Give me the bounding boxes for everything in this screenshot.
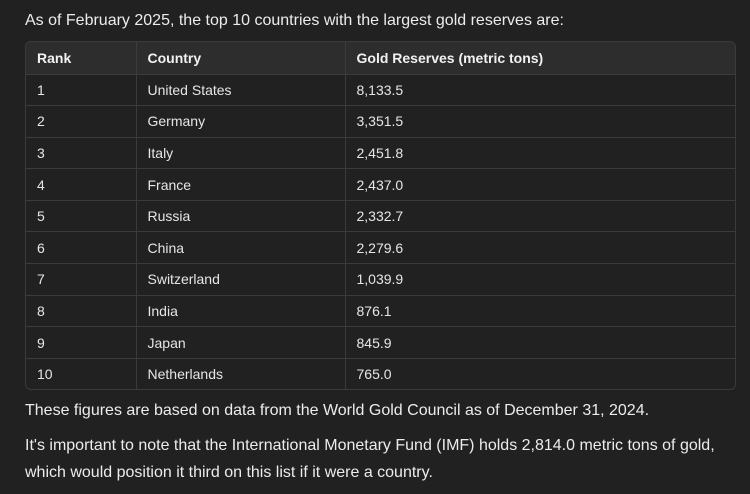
rank-cell: 6 xyxy=(26,231,136,264)
reserves-cell: 2,332.7 xyxy=(344,199,735,232)
table-row: 10 Netherlands 765.0 xyxy=(26,357,735,390)
reserves-cell: 2,437.0 xyxy=(344,168,735,201)
country-cell: China xyxy=(135,231,345,264)
rank-cell: 2 xyxy=(26,105,136,138)
rank-cell: 5 xyxy=(26,199,136,232)
table-row: 8 India 876.1 xyxy=(26,294,735,327)
column-header-rank: Rank xyxy=(26,42,136,75)
country-cell: India xyxy=(135,294,345,327)
source-note-paragraph: These figures are based on data from the… xyxy=(25,402,650,419)
table-header: Rank Country Gold Reserves (metric tons) xyxy=(26,42,735,75)
column-header-country: Country xyxy=(135,42,345,75)
table-row: 1 United States 8,133.5 xyxy=(26,74,735,106)
reserves-cell: 876.1 xyxy=(344,294,735,327)
rank-cell: 4 xyxy=(26,168,136,201)
reserves-cell: 8,133.5 xyxy=(344,74,735,106)
table-row: 7 Switzerland 1,039.9 xyxy=(26,263,735,296)
reserves-cell: 2,279.6 xyxy=(344,231,735,264)
gold-reserves-table-container: Rank Country Gold Reserves (metric tons)… xyxy=(25,41,736,391)
country-cell: Russia xyxy=(135,199,345,232)
imf-note-paragraph: It's important to note that the Internat… xyxy=(25,437,715,481)
column-header-reserves: Gold Reserves (metric tons) xyxy=(344,42,735,75)
rank-cell: 9 xyxy=(26,326,136,359)
rank-cell: 10 xyxy=(26,357,136,390)
reserves-cell: 1,039.9 xyxy=(344,263,735,296)
country-cell: Switzerland xyxy=(135,263,345,296)
country-cell: Germany xyxy=(135,105,345,138)
country-cell: Japan xyxy=(135,326,345,359)
reserves-cell: 3,351.5 xyxy=(344,105,735,138)
country-cell: France xyxy=(135,168,345,201)
reserves-cell: 765.0 xyxy=(344,357,735,390)
country-cell: Netherlands xyxy=(135,357,345,390)
table-row: 3 Italy 2,451.8 xyxy=(26,136,735,169)
country-cell: Italy xyxy=(135,136,345,169)
table-row: 4 France 2,437.0 xyxy=(26,168,735,201)
table-row: 6 China 2,279.6 xyxy=(26,231,735,264)
rank-cell: 1 xyxy=(37,81,45,98)
table-row: 5 Russia 2,332.7 xyxy=(26,199,735,232)
rank-cell: 3 xyxy=(26,136,136,169)
rank-cell: 8 xyxy=(26,294,136,327)
table-row: 2 Germany 3,351.5 xyxy=(26,105,735,138)
reserves-cell: 2,451.8 xyxy=(344,136,735,169)
gold-reserves-table: Rank Country Gold Reserves (metric tons)… xyxy=(26,42,735,390)
rank-cell: 7 xyxy=(26,263,136,296)
intro-paragraph: As of February 2025, the top 10 countrie… xyxy=(25,12,564,29)
table-body: 1 United States 8,133.5 2 Germany 3,351.… xyxy=(26,74,735,390)
reserves-cell: 845.9 xyxy=(344,326,735,359)
country-cell: United States xyxy=(135,74,345,106)
table-header-row: Rank Country Gold Reserves (metric tons) xyxy=(26,42,735,75)
table-row: 9 Japan 845.9 xyxy=(26,326,735,359)
